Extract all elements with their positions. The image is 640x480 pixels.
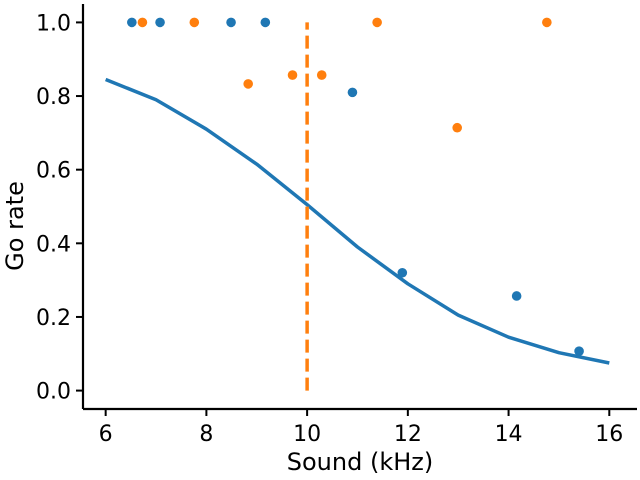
y-tick-label: 1.0 (36, 11, 71, 36)
scatter-point-s0-4 (347, 87, 358, 98)
scatter-point-s1-7 (542, 17, 552, 28)
x-axis-title: Sound (kHz) (287, 448, 433, 476)
chart-marks (105, 17, 610, 391)
y-tick-label: 0.2 (36, 306, 71, 331)
x-tick-label: 12 (394, 422, 422, 447)
x-tick-label: 14 (495, 422, 523, 447)
scatter-point-s1-3 (287, 70, 298, 80)
scatter-point-s1-5 (372, 17, 382, 28)
x-tick-label: 8 (199, 422, 213, 447)
chart-axes: 6 8 10 12 14 16 0.0 0.2 0.4 0.6 0.8 1.0 (36, 4, 637, 447)
y-axis-title: Go rate (1, 181, 29, 271)
scatter-point-s1-2 (243, 79, 253, 89)
scatter-point-s0-5 (397, 267, 408, 278)
scatter-point-s0-3 (260, 17, 271, 28)
fit-curve-line (105, 77, 610, 365)
scatter-point-s0-0 (127, 17, 137, 28)
scatter-point-s0-2 (226, 17, 236, 28)
y-tick-label: 0.8 (36, 85, 71, 110)
scatter-point-s1-1 (189, 17, 200, 28)
scatter-point-s1-6 (452, 122, 463, 133)
x-tick-label: 16 (595, 422, 623, 447)
x-tick-label: 6 (99, 422, 113, 447)
scatter-point-s0-6 (511, 291, 522, 301)
y-tick-label: 0.0 (36, 380, 71, 405)
scatter-point-s0-1 (155, 17, 165, 28)
scatter-point-s1-0 (137, 17, 148, 28)
y-tick-label: 0.6 (36, 159, 71, 184)
x-tick-label: 10 (293, 422, 321, 447)
scatter-point-s0-7 (574, 346, 584, 356)
scatter-point-s1-4 (316, 70, 327, 80)
y-tick-label: 0.4 (36, 232, 71, 257)
